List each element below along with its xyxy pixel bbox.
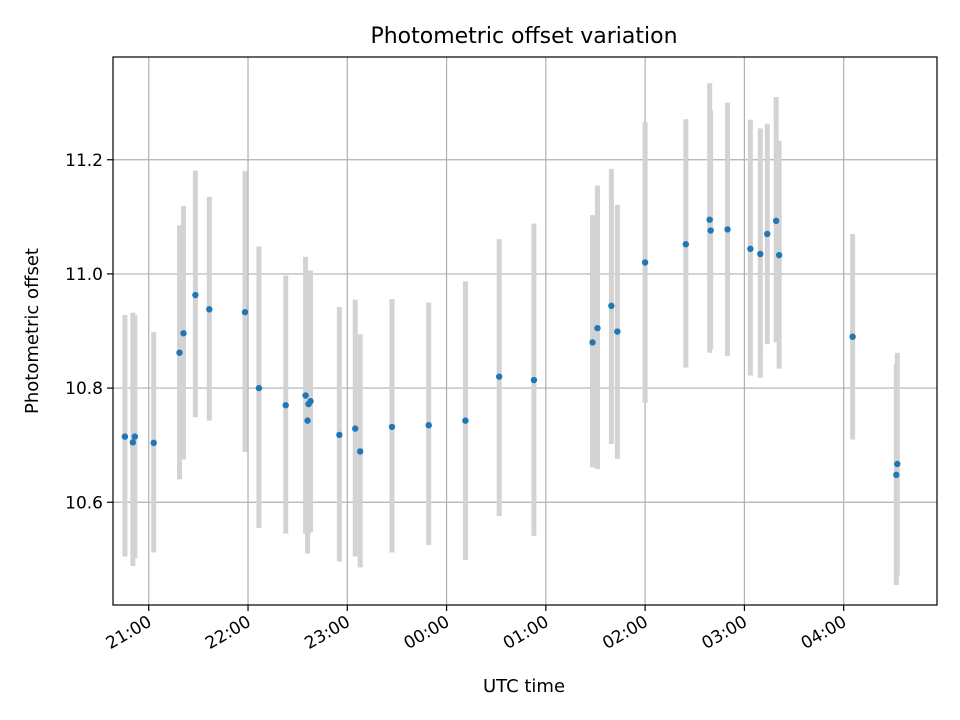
data-point — [352, 425, 359, 432]
data-point — [176, 349, 183, 356]
x-axis-ticks: 21:00 22:00 23:00 00:00 01:00 02:00 03:00 04:00 — [103, 605, 850, 654]
data-point — [724, 226, 731, 233]
data-point — [282, 402, 289, 409]
data-point — [462, 417, 469, 424]
y-axis-label: Photometric offset — [22, 248, 43, 414]
data-point — [495, 373, 503, 380]
data-point — [121, 433, 129, 440]
data-point — [180, 330, 187, 337]
data-point — [849, 333, 856, 340]
data-point — [594, 324, 601, 332]
plot-frame — [112, 56, 938, 606]
y-tick-label: 11.0 — [65, 265, 103, 285]
data-point — [192, 291, 199, 299]
data-point — [608, 302, 615, 310]
data-point — [614, 328, 621, 335]
y-axis-ticks: 10.6 10.8 11.0 11.2 — [65, 151, 113, 513]
data-points — [121, 216, 901, 479]
data-point — [357, 448, 364, 455]
data-point — [241, 308, 249, 316]
data-point — [530, 376, 538, 384]
data-point — [757, 250, 764, 258]
data-point — [764, 230, 771, 238]
x-tick-label: 04:00 — [798, 612, 850, 654]
chart-title: Photometric offset variation — [370, 24, 677, 49]
data-point — [682, 241, 690, 248]
x-tick-label: 00:00 — [401, 612, 453, 654]
data-point — [641, 259, 649, 266]
x-tick-label: 02:00 — [599, 612, 651, 654]
x-tick-label: 23:00 — [301, 612, 353, 654]
data-point — [129, 439, 137, 446]
data-point — [206, 306, 213, 313]
x-tick-label: 01:00 — [500, 612, 552, 654]
x-tick-label: 21:00 — [103, 612, 155, 654]
data-point — [307, 398, 314, 405]
grid-lines — [113, 57, 937, 605]
x-tick-label: 22:00 — [202, 612, 254, 654]
data-point — [894, 460, 901, 468]
data-point — [707, 227, 714, 234]
data-point — [775, 251, 783, 259]
data-point — [388, 423, 396, 431]
data-point — [336, 431, 343, 439]
x-tick-label: 03:00 — [698, 612, 750, 654]
data-point — [772, 217, 780, 225]
data-point — [425, 421, 432, 429]
data-point — [302, 392, 309, 399]
x-axis-label: UTC time — [483, 676, 565, 697]
data-point — [893, 471, 900, 479]
y-tick-label: 10.6 — [65, 493, 103, 513]
data-point — [706, 216, 713, 223]
data-point — [131, 433, 139, 440]
y-tick-label: 11.2 — [65, 151, 103, 171]
y-tick-label: 10.8 — [65, 379, 103, 399]
data-point — [150, 439, 157, 447]
data-point — [747, 245, 754, 252]
data-point — [589, 339, 596, 346]
error-bars — [122, 83, 900, 586]
data-point — [255, 384, 263, 392]
data-point — [304, 417, 311, 424]
